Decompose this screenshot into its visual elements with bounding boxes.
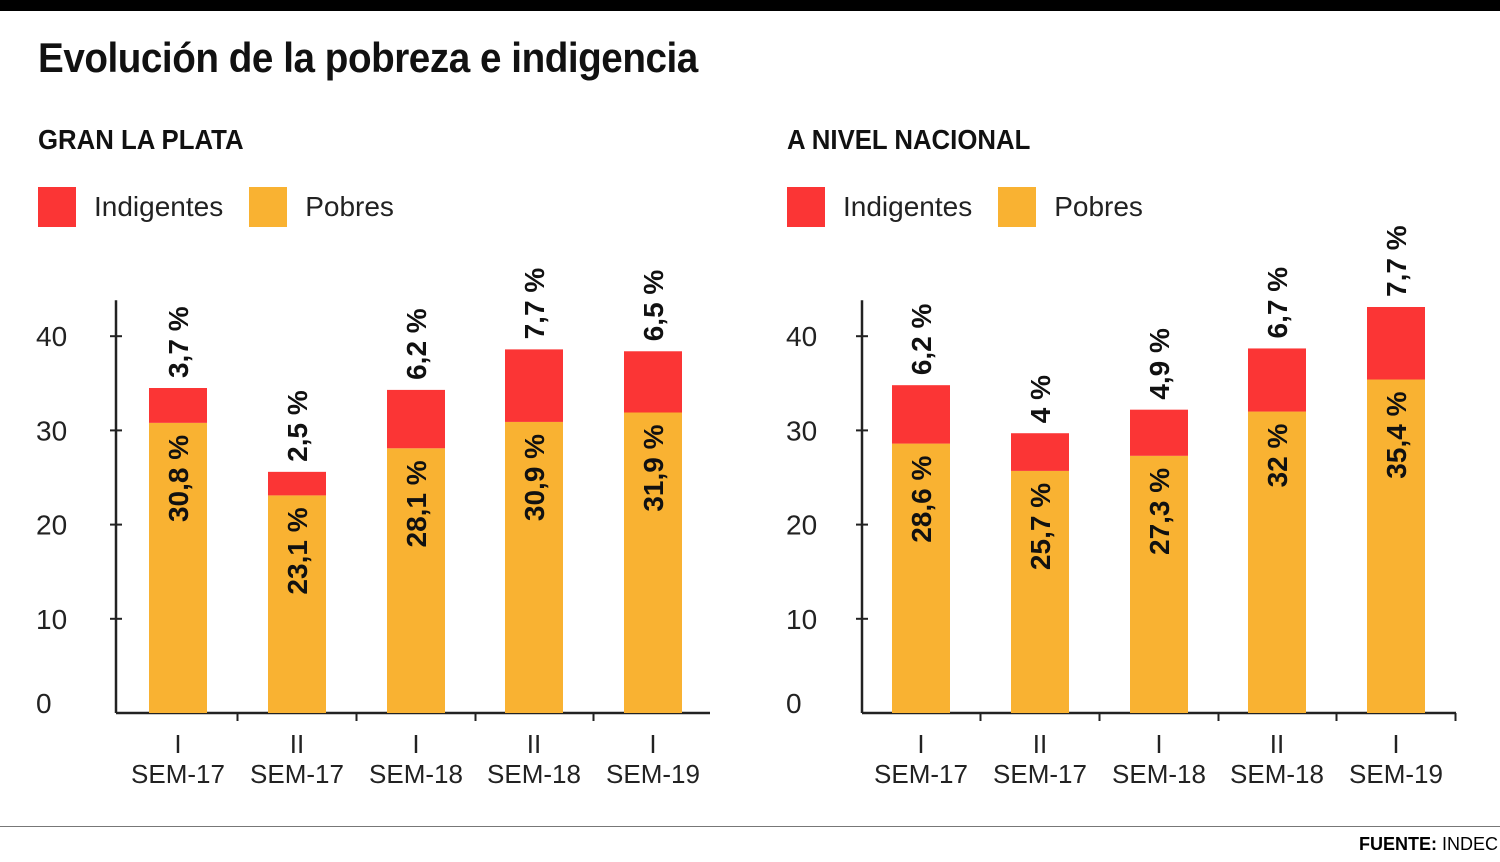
data-label-indigentes: 6,2 %	[906, 303, 937, 375]
data-label-indigentes: 7,7 %	[1381, 225, 1412, 297]
source-note: FUENTE: INDEC	[1359, 834, 1498, 855]
data-label-pobres: 32 %	[1262, 423, 1293, 487]
bar-pobres	[892, 443, 950, 713]
data-label-indigentes: 6,2 %	[401, 308, 432, 380]
data-label-indigentes: 6,5 %	[638, 270, 669, 342]
x-tick-period: I	[1392, 729, 1399, 759]
bar-pobres	[268, 495, 326, 713]
y-tick-label: 0	[786, 688, 802, 719]
data-label-pobres: 30,9 %	[519, 434, 550, 521]
bar-indigentes	[268, 471, 326, 496]
legend-item-indigentes: Indigentes	[787, 187, 972, 227]
panel-title-nacional: A NIVEL NACIONAL	[787, 124, 1031, 155]
bar-indigentes	[1248, 348, 1306, 412]
data-label-indigentes: 2,5 %	[282, 390, 313, 462]
y-tick-label: 30	[36, 415, 67, 446]
x-tick-label: SEM-17	[874, 759, 968, 789]
y-tick-label: 40	[36, 321, 67, 352]
x-tick-period: II	[1033, 729, 1047, 759]
x-tick-label: SEM-17	[250, 759, 344, 789]
bar-pobres	[1248, 411, 1306, 713]
x-tick-period: II	[290, 729, 304, 759]
y-tick-label: 30	[786, 415, 817, 446]
legend-swatch-indigentes	[787, 187, 825, 227]
legend-item-pobres: Pobres	[998, 187, 1143, 227]
x-tick-label: SEM-18	[487, 759, 581, 789]
bottom-rule	[0, 826, 1500, 827]
top-rule	[0, 0, 1500, 11]
source-value: INDEC	[1441, 834, 1498, 854]
y-tick-label: 40	[786, 321, 817, 352]
legend-nacional: Indigentes Pobres	[787, 187, 1169, 227]
bar-pobres	[1367, 379, 1425, 713]
x-tick-label: SEM-17	[131, 759, 225, 789]
y-tick-label: 20	[786, 510, 817, 541]
data-label-pobres: 30,8 %	[163, 435, 194, 522]
bar-pobres	[1011, 470, 1069, 713]
source-label: FUENTE:	[1358, 834, 1437, 854]
x-tick-period: I	[917, 729, 924, 759]
data-label-indigentes: 3,7 %	[163, 306, 194, 378]
x-tick-label: SEM-19	[1349, 759, 1443, 789]
bar-indigentes	[387, 389, 445, 449]
bar-indigentes	[624, 351, 682, 413]
bar-indigentes	[149, 388, 207, 423]
bar-indigentes	[1367, 306, 1425, 380]
data-label-pobres: 31,9 %	[638, 424, 669, 511]
y-tick-label: 10	[36, 604, 67, 635]
legend-swatch-pobres	[249, 187, 288, 227]
data-label-pobres: 23,1 %	[282, 507, 313, 594]
x-tick-period: II	[527, 729, 541, 759]
x-tick-period: I	[1155, 729, 1162, 759]
y-tick-label: 10	[786, 604, 817, 635]
x-tick-label: SEM-18	[1112, 759, 1206, 789]
legend-item-indigentes: Indigentes	[38, 187, 223, 227]
data-label-pobres: 35,4 %	[1381, 391, 1412, 478]
data-label-pobres: 25,7 %	[1025, 483, 1056, 570]
legend-swatch-pobres	[998, 187, 1037, 227]
data-label-pobres: 28,6 %	[906, 455, 937, 542]
data-label-indigentes: 4 %	[1025, 375, 1056, 423]
x-tick-label: SEM-18	[369, 759, 463, 789]
bar-indigentes	[1011, 433, 1069, 471]
data-label-indigentes: 4,9 %	[1144, 328, 1175, 400]
data-label-indigentes: 7,7 %	[519, 268, 550, 340]
y-tick-label: 0	[36, 688, 52, 719]
panel-title-gran-la-plata: GRAN LA PLATA	[38, 124, 244, 155]
data-label-pobres: 28,1 %	[401, 460, 432, 547]
x-tick-period: I	[412, 729, 419, 759]
bar-pobres	[149, 422, 207, 713]
bar-pobres	[624, 412, 682, 713]
bar-indigentes	[892, 385, 950, 444]
bar-pobres	[387, 448, 445, 713]
bar-pobres	[505, 421, 563, 713]
x-tick-label: SEM-18	[1230, 759, 1324, 789]
legend-label-indigentes: Indigentes	[843, 191, 973, 222]
legend-swatch-indigentes	[38, 187, 76, 227]
legend-label-pobres: Pobres	[305, 191, 394, 222]
legend-label-indigentes: Indigentes	[94, 191, 224, 222]
data-label-pobres: 27,3 %	[1144, 468, 1175, 555]
legend-gran-la-plata: Indigentes Pobres	[38, 187, 420, 227]
legend-item-pobres: Pobres	[249, 187, 394, 227]
page-title: Evolución de la pobreza e indigencia	[38, 34, 698, 81]
x-tick-label: SEM-17	[993, 759, 1087, 789]
data-label-indigentes: 6,7 %	[1262, 267, 1293, 339]
bar-pobres	[1130, 455, 1188, 713]
legend-label-pobres: Pobres	[1054, 191, 1143, 222]
x-tick-period: I	[174, 729, 181, 759]
y-tick-label: 20	[36, 510, 67, 541]
x-tick-period: II	[1270, 729, 1284, 759]
bar-indigentes	[505, 349, 563, 422]
bar-indigentes	[1130, 409, 1188, 456]
x-tick-period: I	[649, 729, 656, 759]
x-tick-label: SEM-19	[606, 759, 700, 789]
